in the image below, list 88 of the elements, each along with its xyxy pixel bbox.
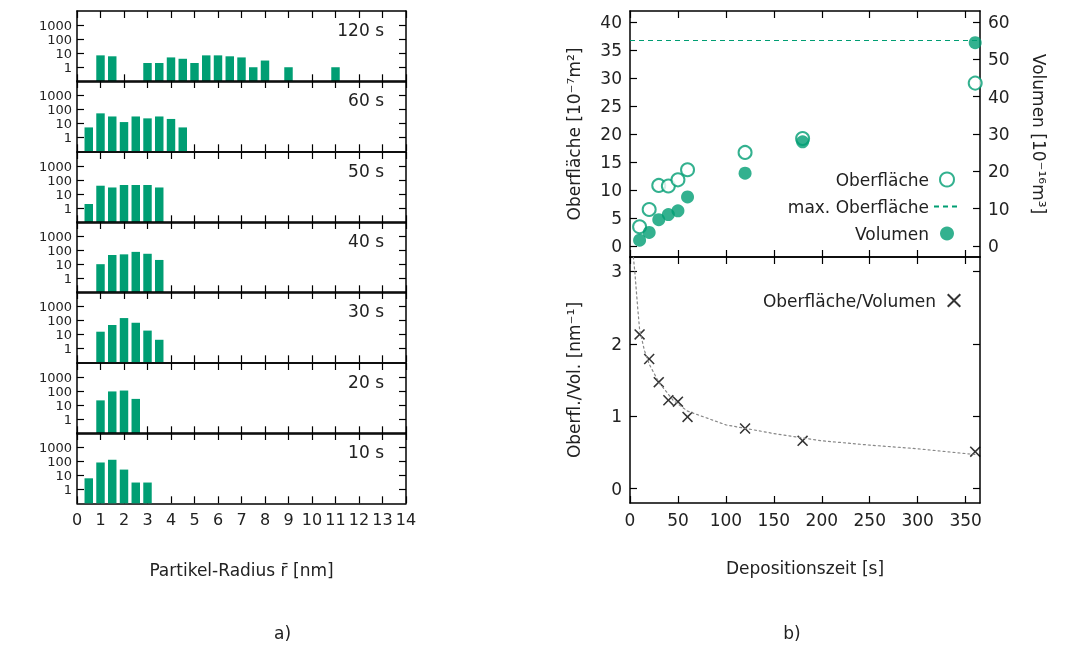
y-tick-label: 100 — [47, 453, 72, 469]
x-tick-label: 2 — [118, 509, 130, 529]
y2-axis-title: Volumen [10⁻¹⁶m³] — [1028, 53, 1049, 215]
text: b) — [783, 622, 801, 643]
x-tick-label: 350 — [949, 509, 982, 530]
y-tick-label: 10 — [600, 179, 622, 200]
y-tick-label: 1000 — [38, 228, 72, 244]
y-tick-label: 15 — [600, 151, 622, 172]
y-tick-label: 100 — [47, 312, 72, 328]
y2-tick-label: 20 — [988, 161, 1010, 182]
y-tick-label: 10 — [55, 467, 72, 483]
annotation: 10 s — [348, 441, 385, 462]
y-tick-label: 0 — [611, 478, 622, 499]
y-tick-label: 1 — [63, 340, 72, 356]
y-tick-label: 1000 — [38, 158, 72, 174]
y-tick-label: 10 — [55, 256, 72, 272]
x-tick-label: 3 — [142, 509, 153, 529]
y-tick-label: 1 — [611, 406, 622, 427]
y-tick-label: 30 — [600, 68, 622, 89]
x-tick-label: 4 — [165, 509, 177, 529]
y-tick-label: 25 — [600, 96, 622, 117]
legend-label: max. Oberfläche — [787, 196, 929, 217]
y-tick-label: 100 — [47, 383, 72, 399]
y-tick-label: 10 — [55, 326, 72, 342]
y-tick-label: 100 — [47, 172, 72, 188]
y-tick-label: 3 — [611, 261, 622, 282]
x-tick-label: 300 — [901, 509, 934, 530]
x-tick-label: 50 — [667, 509, 689, 530]
x-tick-label: 14 — [395, 509, 417, 529]
y-tick-label: 100 — [47, 242, 72, 258]
y-tick-label: 10 — [55, 115, 72, 131]
x-tick-label: 5 — [189, 509, 200, 529]
y-tick-label: 35 — [600, 40, 622, 61]
annotation: 30 s — [348, 300, 385, 321]
x-tick-label: 6 — [212, 509, 224, 529]
annotation: 120 s — [337, 19, 385, 40]
y-tick-label: 1 — [63, 481, 72, 497]
x-tick-label: 10 — [301, 509, 323, 529]
x-tick-label: 100 — [709, 509, 743, 530]
y-axis-title: Oberfläche [10⁻⁷m²] — [563, 47, 584, 221]
y-tick-label: 100 — [47, 101, 72, 117]
x-axis-title: Depositionszeit [s] — [725, 557, 885, 578]
y-tick-label: 100 — [47, 31, 72, 47]
legend-label: Oberfläche — [835, 169, 929, 190]
y-tick-label: 1000 — [38, 439, 72, 455]
x-tick-label: 13 — [372, 509, 393, 529]
y2-tick-label: 50 — [988, 49, 1010, 70]
legend-label: Oberfläche/Volumen — [762, 290, 936, 311]
y-tick-label: 1 — [63, 200, 72, 216]
y-tick-label: 10 — [55, 397, 72, 413]
y-tick-label: 10 — [55, 45, 72, 61]
x-tick-label: 150 — [757, 509, 791, 530]
y-tick-label: 1000 — [38, 369, 72, 385]
y-tick-label: 20 — [600, 124, 622, 144]
x-tick-label: 7 — [236, 509, 247, 529]
x-tick-label: 1 — [95, 509, 106, 529]
y-tick-label: 1 — [63, 270, 72, 286]
x-tick-label: 0 — [624, 509, 636, 530]
annotation: 50 s — [348, 160, 385, 181]
y-tick-label: 1 — [63, 130, 72, 146]
y2-tick-label: 0 — [988, 235, 999, 256]
y2-tick-label: 60 — [988, 12, 1010, 33]
y-tick-label: 1 — [63, 411, 72, 427]
x-tick-label: 11 — [325, 509, 346, 529]
y-tick-label: 2 — [611, 333, 622, 354]
x-tick-label: 12 — [348, 509, 370, 529]
y2-tick-label: 40 — [988, 86, 1010, 107]
y-tick-label: 10 — [55, 186, 72, 202]
y-axis-title: Oberfl./Vol. [nm⁻¹] — [563, 301, 584, 459]
y-tick-label: 1 — [63, 59, 72, 75]
legend-label: Volumen — [854, 223, 929, 244]
y-tick-label: 1000 — [38, 298, 72, 314]
x-axis-title: Partikel-Radius r̄ [nm] — [149, 559, 334, 580]
x-tick-label: 9 — [283, 509, 294, 529]
annotation: 20 s — [348, 371, 385, 391]
y-tick-label: 0 — [611, 235, 622, 256]
y-tick-label: 40 — [600, 12, 622, 33]
y-tick-label: 1000 — [38, 17, 72, 33]
y-tick-label: 1000 — [38, 87, 72, 103]
annotation: 40 s — [348, 230, 385, 251]
x-tick-label: 8 — [259, 509, 271, 529]
y2-tick-label: 30 — [988, 124, 1010, 144]
y-tick-label: 5 — [611, 207, 622, 228]
x-tick-label: 200 — [805, 509, 839, 530]
x-tick-label: 250 — [853, 509, 886, 530]
annotation: 60 s — [348, 89, 385, 110]
text: a) — [273, 622, 292, 643]
y2-tick-label: 10 — [988, 198, 1010, 219]
